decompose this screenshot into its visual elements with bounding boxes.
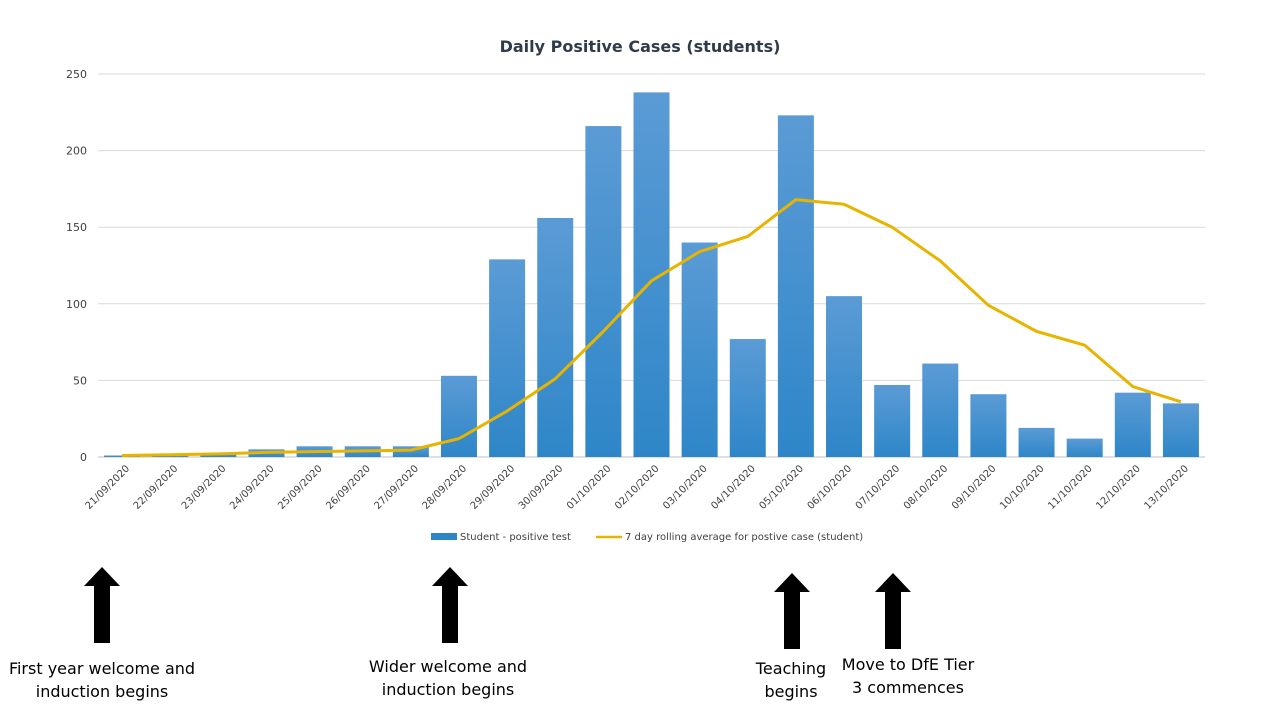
x-tick-label: 10/10/2020	[998, 463, 1047, 512]
x-tick-label: 03/10/2020	[661, 463, 710, 512]
x-tick-label: 06/10/2020	[806, 463, 855, 512]
bar	[681, 242, 718, 457]
annotation-tier-3: Move to DfE Tier 3 commences	[841, 655, 975, 697]
bar	[922, 363, 959, 457]
x-axis: 21/09/2020 22/09/2020 23/09/2020 24/09/2020…	[84, 463, 1191, 512]
x-tick-label: 24/09/2020	[228, 463, 277, 512]
x-tick-label: 09/10/2020	[950, 463, 999, 512]
y-tick-label: 50	[73, 374, 87, 387]
bar	[1018, 427, 1055, 457]
bar	[1066, 438, 1103, 457]
y-tick-label: 250	[66, 68, 87, 81]
x-tick-label: 13/10/2020	[1143, 463, 1192, 512]
legend-label-line: 7 day rolling average for postive case (…	[625, 532, 863, 543]
x-tick-label: 30/09/2020	[517, 463, 566, 512]
up-arrow-icon	[875, 573, 911, 649]
bar	[152, 455, 189, 457]
x-tick-label: 25/09/2020	[276, 463, 325, 512]
x-tick-label: 11/10/2020	[1046, 463, 1095, 512]
bar	[777, 115, 814, 457]
bar	[104, 455, 141, 457]
bar	[970, 394, 1007, 457]
bar	[200, 453, 237, 457]
x-tick-label: 28/09/2020	[421, 463, 470, 512]
bar	[826, 296, 863, 457]
x-tick-label: 27/09/2020	[372, 463, 421, 512]
legend: Student - positive test 7 day rolling av…	[431, 532, 863, 543]
chart-canvas: Daily Positive Cases (students) 0 50 100 15…	[66, 37, 1205, 543]
x-tick-label: 07/10/2020	[854, 463, 903, 512]
x-tick-label: 08/10/2020	[902, 463, 951, 512]
annotation-wider-welcome: Wider welcome and induction begins	[368, 657, 528, 699]
bar	[537, 218, 574, 457]
line-series	[121, 198, 1182, 457]
x-tick-label: 04/10/2020	[709, 463, 758, 512]
bar	[585, 126, 622, 457]
bar	[874, 384, 911, 457]
bar	[729, 339, 766, 457]
up-arrow-icon	[774, 573, 810, 649]
x-tick-label: 22/09/2020	[132, 463, 181, 512]
x-tick-label: 05/10/2020	[757, 463, 806, 512]
bar	[1162, 403, 1199, 457]
y-tick-label: 150	[66, 221, 87, 234]
bar	[440, 375, 477, 457]
up-arrow-icon	[432, 567, 468, 643]
x-tick-label: 01/10/2020	[565, 463, 614, 512]
legend-label-bar: Student - positive test	[460, 532, 571, 543]
x-tick-label: 29/09/2020	[469, 463, 518, 512]
x-tick-label: 23/09/2020	[180, 463, 229, 512]
y-tick-label: 0	[80, 451, 87, 464]
annotation-first-year-welcome: First year welcome and induction begins	[8, 659, 196, 701]
bar	[392, 446, 429, 457]
x-tick-label: 02/10/2020	[613, 463, 662, 512]
annotation-teaching-begins: Teaching begins	[755, 659, 827, 701]
legend-swatch-bar	[431, 533, 457, 540]
x-tick-label: 21/09/2020	[84, 463, 133, 512]
x-tick-label: 26/09/2020	[324, 463, 373, 512]
y-tick-label: 100	[66, 298, 87, 311]
up-arrow-icon	[84, 567, 120, 643]
bar	[489, 259, 526, 457]
bar-series	[104, 92, 1199, 457]
y-tick-label: 200	[66, 145, 87, 158]
chart-title: Daily Positive Cases (students)	[500, 37, 781, 56]
y-axis: 0 50 100 150 200 250	[66, 68, 87, 464]
x-tick-label: 12/10/2020	[1094, 463, 1143, 512]
bar	[1114, 392, 1151, 457]
